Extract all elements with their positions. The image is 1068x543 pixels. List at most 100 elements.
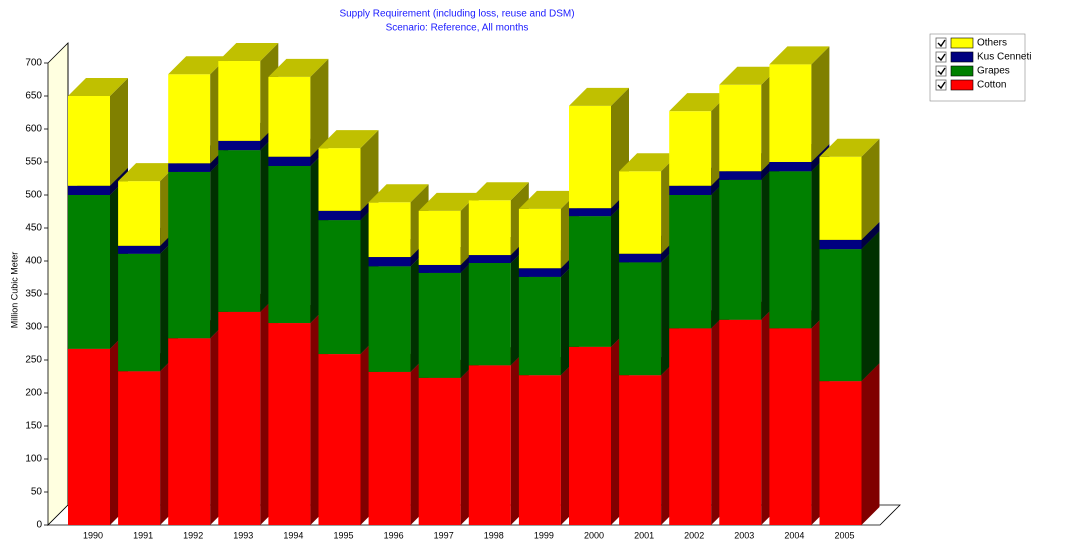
bar-segment	[669, 111, 712, 186]
y-tick-label: 250	[25, 355, 42, 366]
bar-segment	[769, 171, 812, 329]
bar-segment	[669, 328, 712, 525]
legend-swatch	[950, 51, 974, 63]
x-tick-label: 1997	[434, 530, 454, 540]
bar-segment	[569, 346, 611, 525]
bar-top	[619, 153, 680, 172]
legend-swatch	[950, 65, 974, 77]
left-wall	[47, 42, 69, 526]
y-tick-label: 350	[25, 289, 42, 300]
bar-top	[268, 58, 329, 77]
bar-segment	[218, 61, 261, 141]
legend-checkbox[interactable]	[935, 65, 947, 77]
bar-segment	[719, 84, 762, 172]
bar-side	[861, 138, 880, 240]
bar-segment	[168, 171, 211, 339]
bar-segment	[218, 311, 261, 525]
x-tick-label: 2003	[734, 530, 754, 540]
bar-top	[819, 138, 880, 157]
bar-top	[769, 46, 830, 65]
x-tick-label: 2005	[834, 530, 854, 540]
y-tick-label: 650	[25, 91, 42, 102]
bar-segment	[418, 272, 461, 378]
x-tick-label: 1990	[83, 530, 103, 540]
bar-segment	[318, 210, 361, 221]
bar-top	[118, 163, 179, 182]
bar-segment	[168, 163, 211, 172]
bar-segment	[619, 171, 662, 254]
bar-side	[110, 78, 128, 186]
bar-top	[669, 93, 730, 112]
bar-segment	[819, 156, 862, 240]
bar-segment	[468, 200, 511, 256]
bar-segment	[619, 253, 662, 263]
y-tick-label: 100	[25, 454, 42, 465]
bar-segment	[268, 165, 311, 324]
bar-segment	[118, 181, 161, 246]
y-tick-label: 450	[25, 223, 42, 234]
legend-label: Grapes	[977, 66, 1010, 77]
bar-segment	[518, 276, 561, 376]
chart-subtitle: Scenario: Reference, All months	[386, 23, 529, 34]
bar-segment	[268, 76, 311, 157]
legend-label: Cotton	[977, 80, 1006, 91]
x-tick-label: 1992	[183, 530, 203, 540]
x-tick-label: 1996	[384, 530, 404, 540]
bar-top	[468, 182, 529, 201]
bar-segment	[719, 171, 762, 180]
bar-segment	[669, 195, 712, 329]
bar-segment	[118, 371, 161, 525]
bar-top	[518, 190, 579, 209]
x-tick-label: 1999	[534, 530, 554, 540]
y-tick-label: 0	[36, 520, 42, 531]
bar-segment	[218, 150, 261, 312]
y-tick-label: 200	[25, 388, 42, 399]
x-tick-label: 1995	[333, 530, 353, 540]
legend-checkbox[interactable]	[935, 51, 947, 63]
bar-segment	[318, 148, 361, 211]
bar-segment	[569, 105, 611, 209]
bar-segment	[518, 375, 561, 525]
x-tick-label: 2000	[584, 530, 604, 540]
bar-segment	[168, 338, 211, 525]
bar-side	[861, 363, 880, 525]
bar-segment	[569, 216, 611, 347]
bar-segment	[769, 328, 812, 525]
bar-segment	[368, 266, 411, 372]
x-tick-label: 1998	[484, 530, 504, 540]
y-tick-label: 600	[25, 124, 42, 135]
bar-segment	[468, 255, 511, 263]
bar-segment	[468, 262, 511, 366]
legend-checkbox[interactable]	[935, 79, 947, 91]
bar-top	[368, 184, 429, 203]
x-tick-label: 2002	[684, 530, 704, 540]
bar-segment	[819, 381, 862, 525]
bar-segment	[68, 348, 110, 525]
bar-segment	[669, 185, 712, 195]
bar-side	[360, 130, 379, 211]
bar-segment	[218, 140, 261, 151]
bar-segment	[619, 375, 662, 525]
legend-check	[937, 39, 946, 48]
bar-side	[861, 221, 880, 250]
y-tick-label: 50	[31, 487, 43, 498]
bar-segment	[318, 220, 361, 355]
legend-checkbox[interactable]	[935, 37, 947, 49]
bar-top	[418, 192, 479, 211]
x-tick-label: 2004	[784, 530, 804, 540]
x-tick-label: 1991	[133, 530, 153, 540]
bar-side	[310, 58, 329, 157]
legend-swatch	[950, 37, 974, 49]
bar-segment	[418, 377, 461, 525]
bar-segment	[318, 354, 361, 525]
bar-segment	[769, 162, 812, 172]
legend-label: Kus Cenneti	[977, 52, 1031, 63]
bar-segment	[68, 195, 110, 349]
bar-top	[168, 56, 229, 75]
bar-segment	[619, 262, 662, 376]
chart-title: Supply Requirement (including loss, reus…	[339, 9, 574, 20]
x-tick-label: 1994	[283, 530, 303, 540]
bar-top	[318, 130, 379, 149]
bar-side	[861, 231, 880, 382]
bar-segment	[719, 319, 762, 525]
